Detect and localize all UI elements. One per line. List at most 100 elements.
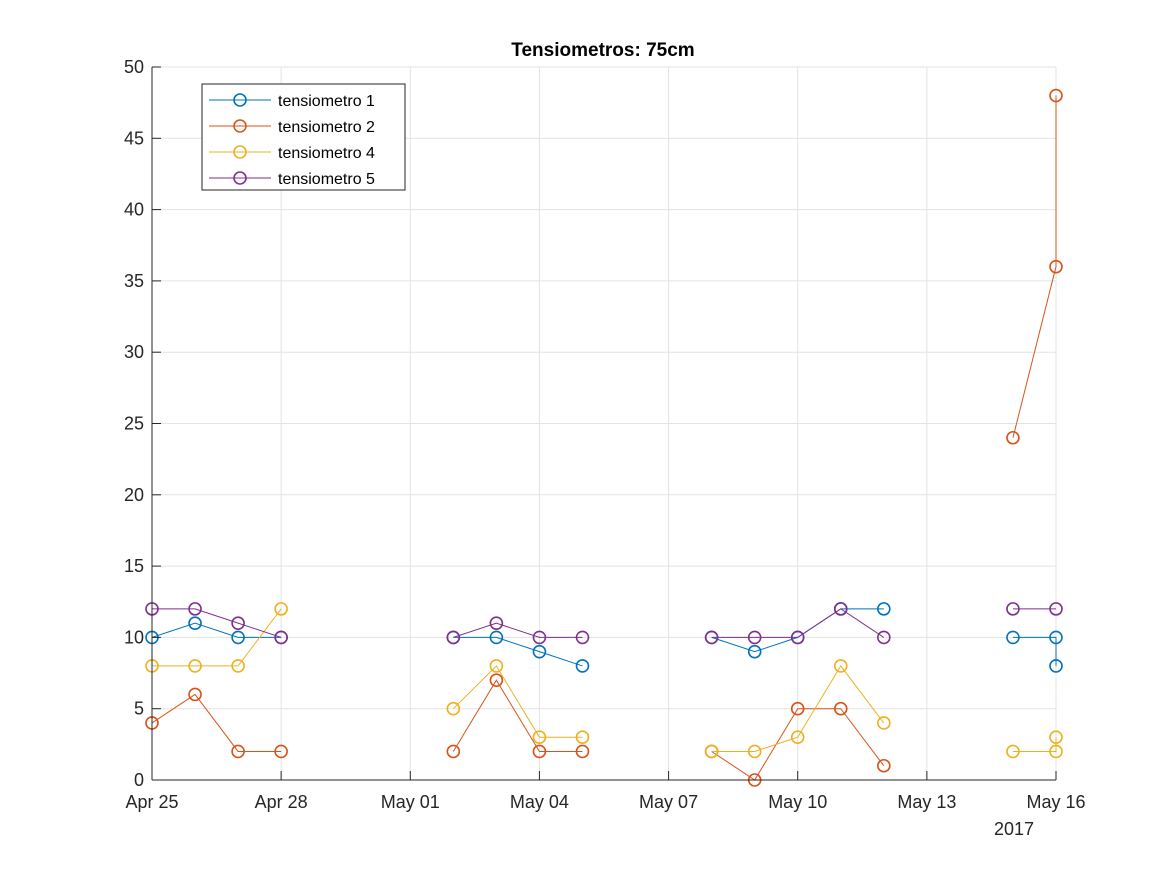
- y-tick-label: 0: [134, 770, 144, 790]
- series-line: [711, 708, 885, 781]
- y-tick-label: 35: [124, 271, 144, 291]
- series-line: [1012, 95, 1057, 438]
- chart-title: Tensiometros: 75cm: [511, 40, 694, 61]
- axes: Apr 25 Apr 28 May 01 May 04 May 07 May 10 May …: [124, 57, 1086, 839]
- data-point: [747, 644, 762, 659]
- data-point: [877, 758, 891, 773]
- x-tick-label: May 16: [1026, 792, 1085, 812]
- x-tick-label: Apr 25: [125, 792, 178, 812]
- series-line: [1012, 737, 1057, 752]
- data-point: [188, 659, 202, 673]
- legend: tensiometro 1 tensiometro 2 tensiometro 4 t…: [201, 83, 406, 191]
- data-point: [231, 630, 245, 645]
- series-tensiometro-2: [145, 88, 1063, 787]
- y-tick-label: 20: [124, 485, 144, 505]
- y-tick-label: 15: [124, 556, 144, 576]
- data-point: [747, 744, 762, 759]
- data-point: [575, 730, 590, 745]
- legend-item: tensiometro 5: [209, 171, 375, 188]
- data-point: [231, 659, 245, 673]
- series-tensiometro-4: [145, 602, 1063, 759]
- data-point: [489, 659, 504, 673]
- y-tick-label: 40: [124, 200, 144, 220]
- y-tick-label: 10: [124, 627, 144, 647]
- data-point: [1006, 602, 1020, 616]
- x-tick-label: May 13: [897, 792, 956, 812]
- data-point: [833, 602, 848, 616]
- data-point: [833, 701, 848, 716]
- data-point: [1006, 430, 1020, 445]
- legend-label: tensiometro 5: [278, 171, 375, 188]
- data-point: [532, 644, 547, 659]
- y-tick-label: 30: [124, 342, 144, 362]
- series-line: [152, 608, 282, 638]
- x-tick-label: May 10: [768, 792, 827, 812]
- y-tick-label: 50: [124, 57, 144, 77]
- data-point: [1006, 744, 1020, 759]
- data-point: [532, 730, 547, 745]
- x-year-label: 2017: [994, 819, 1034, 839]
- data-point: [790, 730, 805, 745]
- legend-item: tensiometro 1: [209, 93, 375, 110]
- legend-item: tensiometro 4: [209, 145, 375, 162]
- data-point: [1006, 630, 1020, 645]
- legend-label: tensiometro 2: [278, 119, 375, 136]
- x-tick-label: May 04: [510, 792, 569, 812]
- y-tick-label: 25: [124, 414, 144, 434]
- data-point: [747, 630, 762, 645]
- data-point: [188, 687, 202, 702]
- data-point: [575, 659, 590, 673]
- legend-marker: [233, 119, 247, 133]
- data-point: [274, 630, 288, 645]
- x-tick-label: May 01: [381, 792, 440, 812]
- legend-label: tensiometro 1: [278, 93, 375, 110]
- data-point: [446, 744, 461, 759]
- data-point: [532, 630, 547, 645]
- data-point: [231, 616, 245, 630]
- data-point: [877, 630, 891, 645]
- legend-box: [201, 83, 406, 191]
- data-point: [188, 602, 202, 616]
- legend-marker: [233, 145, 247, 159]
- legend-label: tensiometro 4: [278, 145, 375, 162]
- legend-marker: [233, 93, 247, 107]
- series-line: [711, 608, 885, 638]
- series-line: [452, 665, 583, 738]
- data-point: [489, 673, 504, 687]
- data-point: [1049, 744, 1063, 759]
- series-line: [453, 622, 583, 638]
- data-point: [790, 701, 805, 716]
- series-line: [452, 679, 583, 752]
- data-point: [532, 744, 547, 759]
- data-point: [446, 701, 461, 716]
- data-point: [833, 659, 848, 673]
- x-tick-label: Apr 28: [255, 792, 308, 812]
- series-line: [453, 636, 583, 667]
- data-point: [188, 616, 202, 630]
- y-tick-label: 45: [124, 128, 144, 148]
- data-point: [489, 616, 504, 630]
- series-line: [711, 665, 885, 752]
- data-point: [877, 602, 891, 616]
- data-point: [1049, 602, 1063, 616]
- legend-marker: [233, 171, 247, 185]
- data-point: [1049, 88, 1063, 103]
- data-point: [446, 630, 461, 645]
- data-point: [1049, 630, 1063, 645]
- legend-item: tensiometro 2: [209, 119, 375, 136]
- data-point: [274, 602, 288, 616]
- data-point: [704, 630, 719, 645]
- data-point: [575, 744, 590, 759]
- data-point: [877, 716, 891, 730]
- series-line: [152, 608, 282, 667]
- data-point: [704, 744, 719, 759]
- x-tick-label: May 07: [639, 792, 698, 812]
- y-tick-label: 5: [134, 699, 144, 719]
- series-line: [151, 693, 282, 752]
- data-point: [1049, 730, 1063, 745]
- series-line: [1012, 636, 1057, 666]
- data-point: [790, 630, 805, 645]
- data-point: [489, 630, 504, 645]
